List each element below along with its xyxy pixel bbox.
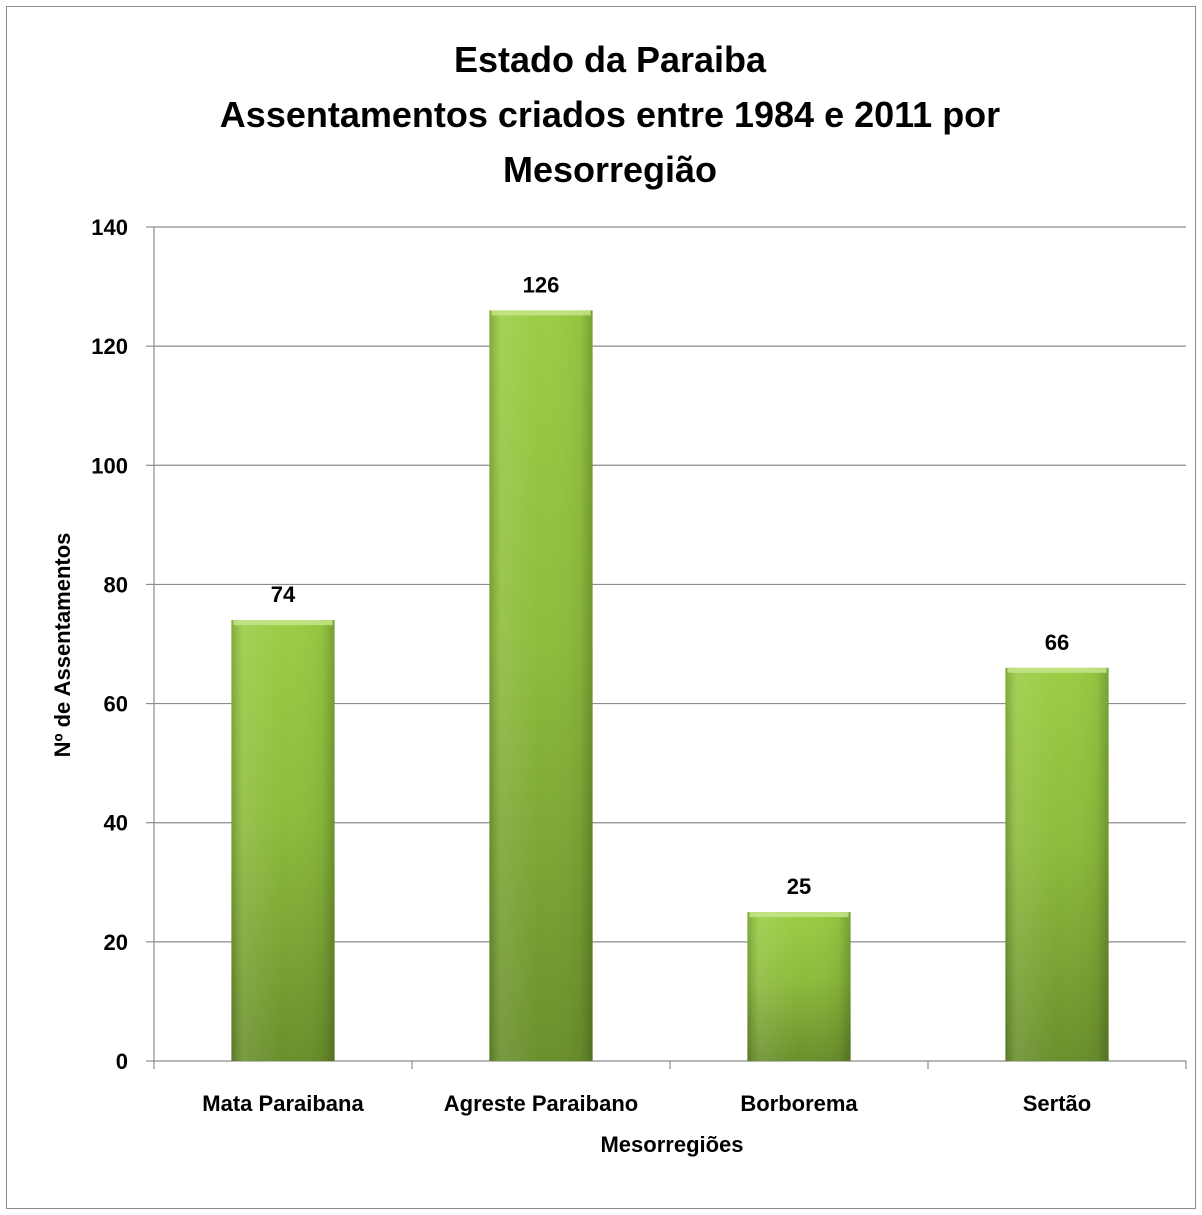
bar-shading [747, 912, 851, 1061]
y-tick-label: 20 [104, 930, 128, 955]
bar-top-highlight [749, 912, 849, 918]
x-axis-title: Mesorregiões [600, 1132, 743, 1157]
bar-shading [489, 310, 593, 1061]
data-labels: 74 126 25 66 [271, 272, 1069, 899]
chart-title-line-1: Estado da Paraiba [454, 39, 767, 80]
y-tick-label: 60 [104, 692, 128, 717]
bar-top-highlight [491, 310, 591, 316]
x-tick-label: Mata Paraibana [202, 1091, 364, 1116]
y-axis-title: Nº de Assentamentos [50, 533, 75, 758]
y-tick-label: 40 [104, 811, 128, 836]
x-tick-label: Sertão [1023, 1091, 1091, 1116]
data-label: 66 [1045, 630, 1069, 655]
x-tick-labels: Mata Paraibana Agreste Paraibano Borborema… [202, 1091, 1091, 1116]
y-tick-label: 140 [91, 215, 128, 240]
bar-top-highlight [1007, 667, 1107, 673]
chart-title: Estado da Paraiba Assentamentos criados … [220, 39, 1000, 190]
data-label: 126 [523, 272, 560, 297]
bar-shading [231, 620, 335, 1061]
chart-title-line-2: Assentamentos criados entre 1984 e 2011 … [220, 94, 1000, 135]
data-label: 25 [787, 874, 811, 899]
x-tick-label: Borborema [740, 1091, 858, 1116]
chart-title-line-3: Mesorregião [503, 149, 717, 190]
y-tick-label: 120 [91, 334, 128, 359]
x-tick-label: Agreste Paraibano [444, 1091, 638, 1116]
y-tick-labels: 0 20 40 60 80 100 120 140 [91, 215, 128, 1074]
data-label: 74 [271, 582, 296, 607]
bar-top-highlight [233, 620, 333, 626]
y-tick-label: 80 [104, 572, 128, 597]
chart-frame [6, 6, 1196, 1209]
bars [231, 310, 1109, 1061]
y-tick-label: 0 [116, 1049, 128, 1074]
bar-shading [1005, 667, 1109, 1061]
y-tick-label: 100 [91, 453, 128, 478]
